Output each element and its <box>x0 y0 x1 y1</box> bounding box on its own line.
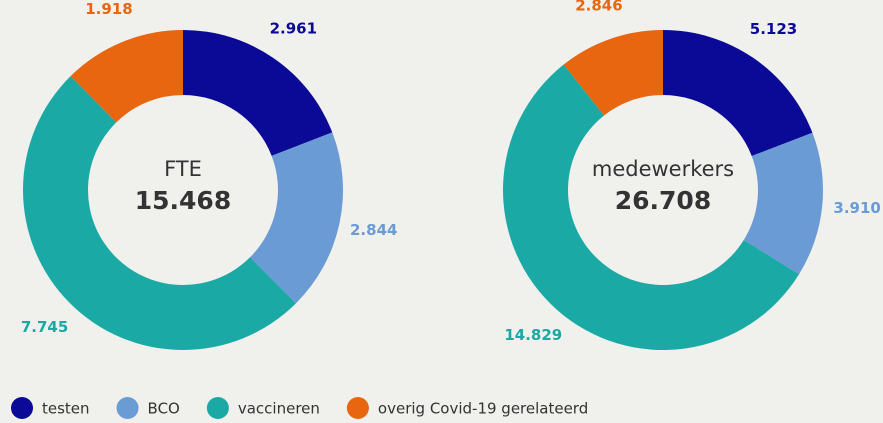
legend-label: vaccineren <box>238 400 320 418</box>
legend-swatch <box>116 397 139 419</box>
center-label: FTE <box>164 157 202 181</box>
value-label: 5.123 <box>750 20 797 38</box>
value-label: 2.846 <box>575 0 622 14</box>
value-label: 7.745 <box>21 318 68 336</box>
legend-swatch <box>346 397 369 419</box>
donut-segment <box>502 64 800 351</box>
donut-segment <box>563 30 663 116</box>
legend-swatch <box>206 397 229 419</box>
legend-swatch <box>11 397 33 419</box>
legend-label: overig Covid-19 gerelateerd <box>378 400 588 418</box>
value-label: 2.844 <box>350 221 397 239</box>
center-value: 15.468 <box>135 186 231 215</box>
value-label: 14.829 <box>504 326 562 344</box>
value-label: 1.918 <box>85 0 132 18</box>
center-value: 26.708 <box>615 186 711 215</box>
donut-segment <box>663 30 813 157</box>
center-label: medewerkers <box>592 157 734 181</box>
legend-label: BCO <box>148 400 180 418</box>
legend-label: testen <box>42 400 90 418</box>
donut-segment <box>183 30 333 156</box>
donut-segment <box>70 30 183 123</box>
donut-segment <box>743 132 823 275</box>
value-label: 2.961 <box>270 20 317 38</box>
value-label: 3.910 <box>833 199 880 217</box>
donut-segment <box>250 132 344 304</box>
donut-segment <box>22 76 296 351</box>
